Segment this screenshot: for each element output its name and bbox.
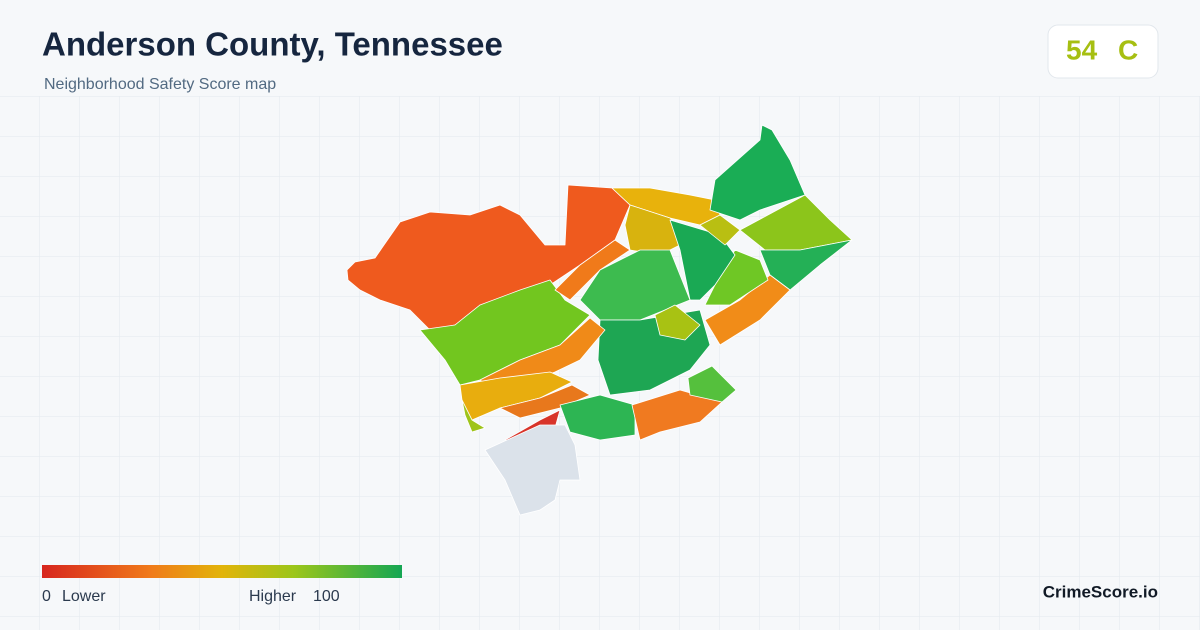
region [559, 394, 636, 441]
legend-min: 0 [42, 588, 51, 605]
legend-max: 100 [313, 588, 340, 605]
region [554, 239, 631, 301]
score-value: 54 [1066, 34, 1098, 65]
brand: CrimeScore.io [1043, 582, 1158, 601]
legend-max-label: Higher [249, 588, 297, 605]
region [699, 214, 741, 246]
legend-min-label: Lower [62, 588, 106, 605]
region-no-data [484, 424, 581, 516]
region [709, 124, 806, 221]
region [461, 399, 486, 433]
score-badge [1047, 24, 1159, 79]
region [631, 389, 723, 441]
region [704, 274, 791, 346]
subtitle: Neighborhood Safety Score map [44, 76, 276, 93]
county-map [346, 124, 853, 516]
region [499, 384, 591, 419]
title: Anderson County, Tennessee [42, 26, 503, 63]
region [654, 304, 701, 341]
score-grade: C [1118, 34, 1138, 65]
region [687, 365, 737, 403]
legend-scale [42, 565, 402, 578]
